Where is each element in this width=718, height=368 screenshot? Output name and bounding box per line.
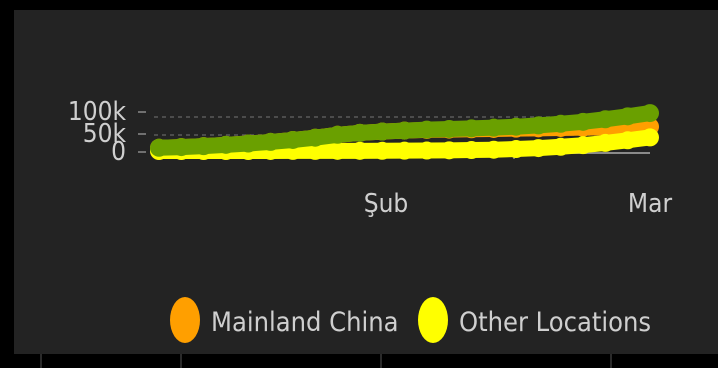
strip-divider: [40, 354, 42, 368]
data-point: [507, 140, 526, 159]
data-point: [216, 135, 235, 154]
data-point: [172, 138, 191, 157]
y-tick-label: 0: [111, 137, 126, 167]
strip-divider: [380, 354, 382, 368]
strip-divider: [610, 354, 612, 368]
data-point: [373, 122, 392, 141]
legend-marker: [170, 297, 200, 343]
data-point: [395, 121, 414, 140]
series-layer: [150, 104, 659, 160]
data-point: [150, 138, 168, 157]
data-point: [574, 136, 593, 155]
data-point: [350, 141, 369, 160]
data-point: [484, 118, 503, 137]
legend: Mainland China Other Locations: [170, 297, 651, 343]
bottom-strip: [0, 354, 718, 368]
data-point: [641, 104, 659, 123]
data-point: [641, 128, 659, 147]
data-point: [328, 141, 347, 160]
y-tick-label: 100k: [68, 97, 127, 127]
data-point: [507, 117, 526, 136]
data-point: [551, 114, 570, 133]
data-point: [395, 141, 414, 160]
chart-panel: 100k 50k 0 Şub Mar Mainland China Other Locat…: [14, 10, 718, 354]
legend-item: Mainland China: [170, 297, 399, 343]
data-point: [239, 134, 258, 153]
data-point: [373, 141, 392, 160]
strip-divider: [180, 354, 182, 368]
legend-label: Other Locations: [459, 307, 651, 338]
data-point: [529, 116, 548, 135]
data-point: [484, 140, 503, 159]
y-tick-label: 50k: [83, 119, 127, 149]
data-point: [440, 141, 459, 160]
data-point: [306, 141, 325, 160]
x-tick-label: Mar: [628, 189, 673, 219]
data-point: [261, 132, 280, 151]
data-point: [574, 112, 593, 131]
data-point: [440, 119, 459, 138]
data-point: [596, 133, 615, 152]
x-tick-label: Şub: [364, 189, 409, 219]
data-point: [350, 123, 369, 142]
data-point: [328, 125, 347, 144]
data-point: [417, 120, 436, 139]
data-point: [551, 137, 570, 156]
data-point: [194, 137, 213, 156]
data-point: [618, 107, 637, 126]
data-point: [462, 119, 481, 138]
data-point: [618, 131, 637, 150]
legend-label: Mainland China: [211, 307, 399, 338]
data-point: [417, 141, 436, 160]
data-point: [596, 110, 615, 129]
legend-item: Other Locations: [418, 297, 651, 343]
data-point: [306, 128, 325, 147]
data-point: [462, 141, 481, 160]
legend-marker: [418, 297, 448, 343]
data-point: [529, 139, 548, 158]
data-point: [283, 130, 302, 149]
